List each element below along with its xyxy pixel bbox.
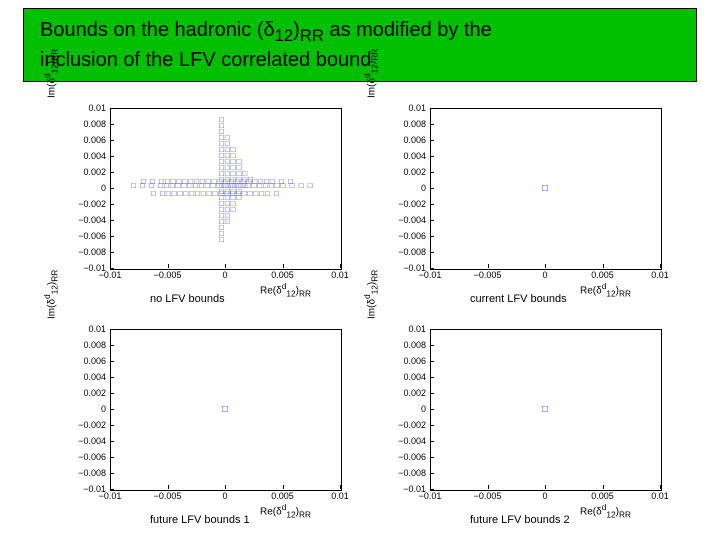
scatter-point: □ [222, 404, 228, 415]
y-ticks: 0.010.0080.0060.0040.0020−0.002−0.004−0.… [380, 329, 428, 489]
x-axis-label: Re(δd12)RR [260, 281, 311, 298]
y-tick-label: 0.006 [83, 135, 106, 145]
panel-caption: future LFV bounds 2 [470, 514, 570, 526]
y-tick-label: 0.008 [403, 340, 426, 350]
x-tick-label: 0.01 [651, 270, 669, 280]
y-ticks: 0.010.0080.0060.0040.0020−0.002−0.004−0.… [60, 329, 108, 489]
y-tick-label: −0.006 [78, 231, 106, 241]
plot-area: □ [430, 108, 662, 270]
y-axis-label: Im(δd12)RR [362, 270, 379, 319]
y-tick-label: 0.004 [83, 372, 106, 382]
x-tick-label: 0.005 [271, 491, 294, 501]
y-tick-label: 0.002 [403, 167, 426, 177]
panel-future-lfv-2: Im(δd12)RR 0.010.0080.0060.0040.0020−0.0… [380, 324, 680, 533]
y-tick-label: −0.008 [78, 468, 106, 478]
title-sub12: 12 [275, 26, 294, 45]
y-tick-label: −0.006 [398, 452, 426, 462]
y-tick-label: −0.002 [398, 420, 426, 430]
x-tick-label: 0.005 [591, 491, 614, 501]
y-tick-label: 0.01 [408, 103, 426, 113]
y-tick-label: 0.006 [83, 356, 106, 366]
y-tick-label: −0.004 [78, 436, 106, 446]
y-tick-label: −0.004 [78, 215, 106, 225]
y-axis-label: Im(δd12)RR [42, 49, 59, 98]
y-tick-label: −0.004 [398, 436, 426, 446]
x-tick-label: 0.01 [331, 491, 349, 501]
plot-area: □ [430, 329, 662, 491]
x-tick-label: −0.01 [99, 270, 122, 280]
y-tick-label: 0.008 [83, 119, 106, 129]
x-tick-label: −0.005 [154, 270, 182, 280]
x-tick-label: 0 [542, 491, 547, 501]
y-tick-label: 0.006 [403, 356, 426, 366]
y-tick-label: 0.01 [88, 324, 106, 334]
x-tick-label: −0.01 [419, 270, 442, 280]
title-sub-rr: RR [300, 26, 324, 45]
x-axis-label: Re(δd12)RR [580, 281, 631, 298]
panel-caption: current LFV bounds [470, 293, 567, 305]
y-tick-label: 0.008 [83, 340, 106, 350]
y-tick-label: −0.006 [398, 231, 426, 241]
x-axis-label: Re(δd12)RR [580, 502, 631, 519]
y-tick-label: −0.004 [398, 215, 426, 225]
title-part-b: ) [293, 19, 300, 41]
y-tick-label: 0 [101, 404, 106, 414]
x-tick-label: −0.005 [154, 491, 182, 501]
scatter-cloud-h3: □ □□□□□□□□□□□□□□□□□□□ □ [151, 191, 301, 197]
title-part-c: as modified by the [324, 19, 492, 41]
x-tick-label: 0 [542, 270, 547, 280]
y-ticks: 0.010.0080.0060.0040.0020−0.002−0.004−0.… [60, 108, 108, 268]
y-tick-label: 0.01 [408, 324, 426, 334]
x-axis-label: Re(δd12)RR [260, 502, 311, 519]
y-tick-label: 0.002 [83, 388, 106, 398]
x-tick-label: 0.01 [651, 491, 669, 501]
title-part-a: Bounds on the hadronic ( [40, 19, 264, 41]
x-tick-label: −0.005 [474, 270, 502, 280]
y-axis-label: Im(δd12)RR [42, 270, 59, 319]
panel-caption: no LFV bounds [150, 293, 225, 305]
y-tick-label: 0.002 [403, 388, 426, 398]
y-tick-label: −0.008 [398, 468, 426, 478]
y-tick-label: −0.008 [78, 247, 106, 257]
x-tick-label: 0.005 [271, 270, 294, 280]
title-banner: Bounds on the hadronic (δ12)RR as modifi… [23, 8, 697, 82]
panel-future-lfv-1: Im(δd12)RR 0.010.0080.0060.0040.0020−0.0… [60, 324, 360, 533]
y-tick-label: −0.002 [398, 199, 426, 209]
scatter-point: □ [542, 404, 548, 415]
y-tick-label: −0.002 [78, 420, 106, 430]
y-tick-label: 0 [421, 404, 426, 414]
x-tick-label: 0 [222, 491, 227, 501]
y-ticks: 0.010.0080.0060.0040.0020−0.002−0.004−0.… [380, 108, 428, 268]
y-tick-label: 0.004 [403, 372, 426, 382]
y-tick-label: 0.01 [88, 103, 106, 113]
title-line-2: inclusion of the LFV correlated bound [40, 49, 371, 71]
scatter-point: □ [542, 183, 548, 194]
y-tick-label: 0 [421, 183, 426, 193]
plot-area: □ [110, 329, 342, 491]
y-tick-label: −0.006 [78, 452, 106, 462]
x-tick-label: −0.005 [474, 491, 502, 501]
panel-no-lfv: Im(δd12)RR 0.010.0080.0060.0040.0020−0.0… [60, 103, 360, 312]
plot-area: □ □ □ □□□□□□□□□□□□□□□□□□□□□□ □ □ □ □□□□□… [110, 108, 342, 270]
x-tick-label: −0.01 [99, 491, 122, 501]
y-tick-label: −0.008 [398, 247, 426, 257]
y-tick-label: 0.002 [83, 167, 106, 177]
scatter-cloud-h2: □ □ □□□□□□□□□□□□□□□□□□□□ □ □ [141, 179, 311, 185]
panel-current-lfv: Im(δd12)RR 0.010.0080.0060.0040.0020−0.0… [380, 103, 680, 312]
y-tick-label: −0.002 [78, 199, 106, 209]
title-delta: δ [264, 19, 275, 41]
y-tick-label: 0.004 [403, 151, 426, 161]
panel-caption: future LFV bounds 1 [150, 514, 250, 526]
y-axis-label: Im(δd12)RR [362, 49, 379, 98]
x-tick-label: 0.01 [331, 270, 349, 280]
x-tick-label: −0.01 [419, 491, 442, 501]
y-tick-label: 0.006 [403, 135, 426, 145]
y-tick-label: 0 [101, 183, 106, 193]
x-tick-label: 0.005 [591, 270, 614, 280]
x-tick-label: 0 [222, 270, 227, 280]
y-tick-label: 0.008 [403, 119, 426, 129]
y-tick-label: 0.004 [83, 151, 106, 161]
panel-grid: Im(δd12)RR 0.01 0.008 0.006 0.004 0.002 0 −0.0… [60, 103, 680, 533]
